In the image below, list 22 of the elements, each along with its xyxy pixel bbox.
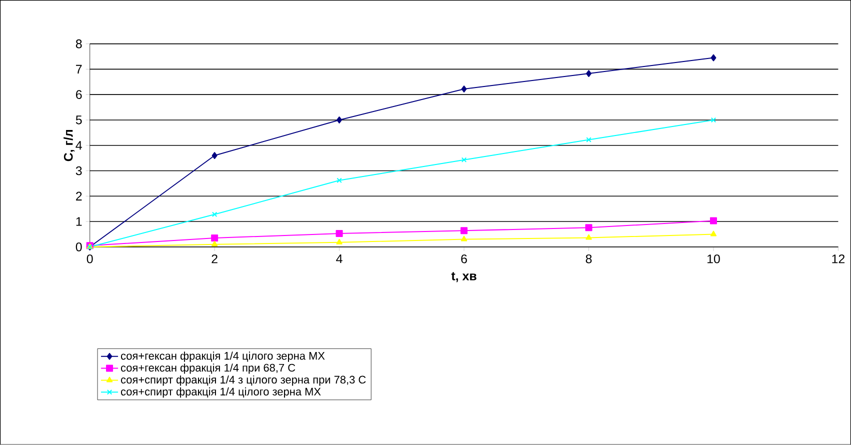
- y-axis-title: C, г/л: [64, 130, 75, 162]
- x-tick-label: 6: [461, 254, 467, 264]
- legend-label: соя+гексан фракція 1/4 цілого зерна МХ: [120, 352, 325, 362]
- y-tick-label: 0: [76, 242, 82, 252]
- x-tick-label: 12: [832, 254, 844, 264]
- x-tick-label: 10: [708, 254, 720, 264]
- y-tick-label: 1: [76, 217, 82, 226]
- y-tick-label: 3: [76, 166, 82, 176]
- y-tick-label: 4: [76, 141, 82, 150]
- x-tick-label: 4: [336, 254, 342, 264]
- legend-label: соя+спирт фракція 1/4 з цілого зерна при 78,3 С: [120, 376, 366, 386]
- x-tick-label: 2: [212, 254, 218, 264]
- y-tick-label: 5: [76, 116, 82, 124]
- legend-label: соя+спирт фракція 1/4 цілого зерна МХ: [120, 388, 321, 398]
- x-tick-label: 8: [586, 254, 592, 264]
- legend-label: соя+гексан фракція 1/4 при 68,7 С: [120, 364, 296, 374]
- x-axis-title: t, хв: [451, 272, 476, 282]
- x-tick-label: 0: [86, 254, 93, 264]
- y-tick-label: 8: [76, 40, 82, 48]
- y-tick-label: 7: [76, 65, 82, 74]
- y-tick-label: 2: [76, 192, 82, 201]
- y-tick-label: 6: [76, 90, 82, 100]
